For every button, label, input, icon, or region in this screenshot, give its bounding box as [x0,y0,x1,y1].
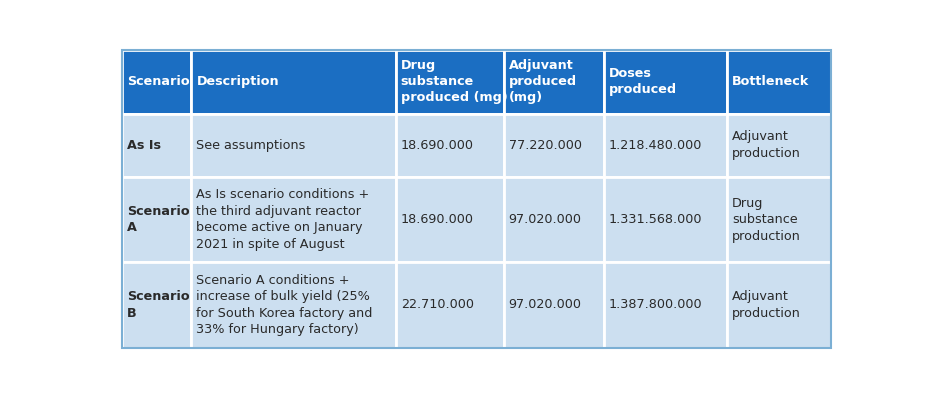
Bar [604,262,727,348]
Text: Scenario
A: Scenario A [127,205,190,234]
Bar [395,113,504,177]
Text: Scenario
B: Scenario B [127,290,190,320]
Bar [192,177,395,262]
Bar [122,262,192,348]
Text: 1.331.568.000: 1.331.568.000 [609,213,702,226]
Text: Adjuvant
production: Adjuvant production [732,130,801,160]
Text: As Is scenario conditions +
the third adjuvant reactor
become active on January
: As Is scenario conditions + the third ad… [196,188,370,251]
Bar [504,262,604,348]
Bar [727,262,831,348]
Text: 1.387.800.000: 1.387.800.000 [609,298,702,311]
Bar [604,113,727,177]
Bar [727,113,831,177]
Text: See assumptions: See assumptions [196,139,306,152]
Text: As Is: As Is [127,139,161,152]
Text: Doses
produced: Doses produced [609,67,677,97]
Bar [727,177,831,262]
Text: Scenario A conditions +
increase of bulk yield (25%
for South Korea factory and
: Scenario A conditions + increase of bulk… [196,274,373,336]
Text: Adjuvant
production: Adjuvant production [732,290,801,320]
Bar [192,262,395,348]
Text: Scenario: Scenario [127,76,190,89]
Text: 97.020.000: 97.020.000 [509,213,581,226]
Bar [504,113,604,177]
Bar [192,50,395,113]
Text: Adjuvant
produced
(mg): Adjuvant produced (mg) [509,59,577,104]
Text: 77.220.000: 77.220.000 [509,139,581,152]
Bar [395,177,504,262]
Bar [504,177,604,262]
Bar [395,262,504,348]
Bar [395,50,504,113]
Text: 18.690.000: 18.690.000 [401,213,473,226]
Text: 18.690.000: 18.690.000 [401,139,473,152]
Text: Drug
substance
production: Drug substance production [732,197,801,243]
Text: 22.710.000: 22.710.000 [401,298,473,311]
Bar [192,113,395,177]
Bar [604,177,727,262]
Bar [122,177,192,262]
Bar [122,50,192,113]
Text: 1.218.480.000: 1.218.480.000 [609,139,702,152]
Bar [122,113,192,177]
Text: 97.020.000: 97.020.000 [509,298,581,311]
Text: Description: Description [196,76,279,89]
Bar [504,50,604,113]
Text: Drug
substance
produced (mg): Drug substance produced (mg) [401,59,508,104]
Bar [727,50,831,113]
Bar [604,50,727,113]
Text: Bottleneck: Bottleneck [732,76,809,89]
